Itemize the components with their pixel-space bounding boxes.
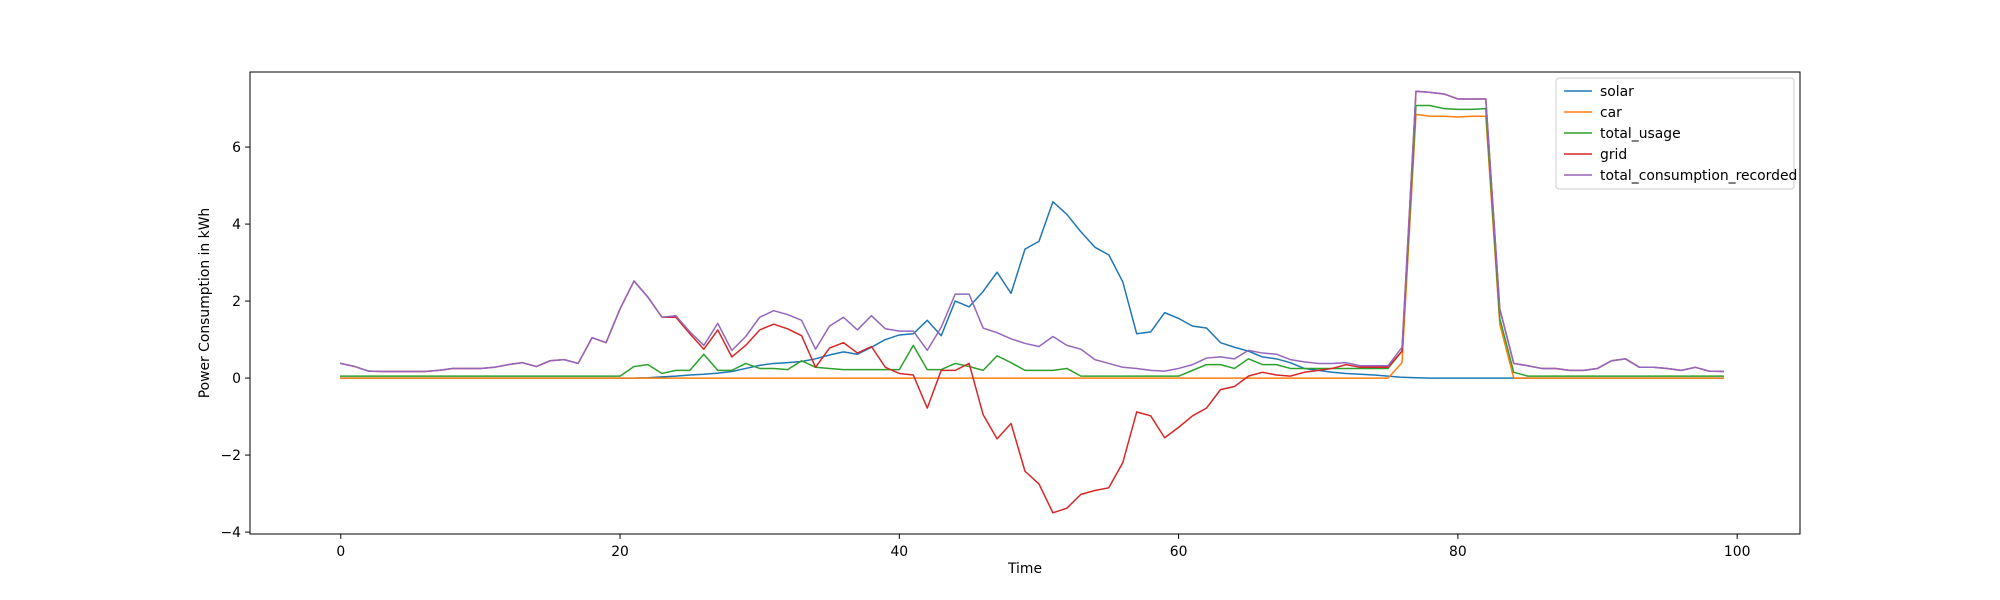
x-tick-label: 60 [1170,544,1188,560]
plot-frame [249,71,1801,535]
x-axis: 0 20 40 60 80 100 [336,534,1750,560]
series-layer [339,90,1724,514]
legend-label-grid: grid [1600,147,1627,163]
y-tick-label: 6 [232,140,241,156]
y-tick-label: 2 [232,294,241,310]
x-tick-label: 40 [890,544,908,560]
y-tick-label: −2 [221,448,241,464]
y-axis: −4 −2 0 2 4 6 [221,140,250,541]
x-tick-label: 20 [611,544,629,560]
y-tick-label: 0 [232,371,241,387]
legend-label-car: car [1600,105,1622,121]
legend-box [1555,77,1795,190]
legend-label-total-consumption-recorded: total_consumption_recorded [1600,168,1797,184]
legend-label-total-usage: total_usage [1600,126,1681,142]
x-axis-label: Time [1007,561,1042,577]
y-axis-label: Power Consumption in kWh [197,208,213,399]
x-tick-label: 100 [1724,544,1751,560]
y-tick-label: 4 [232,217,241,233]
series-line-total-consumption-recorded [339,90,1724,373]
y-tick-label: −4 [221,525,242,541]
legend-label-solar: solar [1600,84,1634,100]
x-tick-label: 80 [1449,544,1467,560]
x-tick-label: 0 [336,544,345,560]
